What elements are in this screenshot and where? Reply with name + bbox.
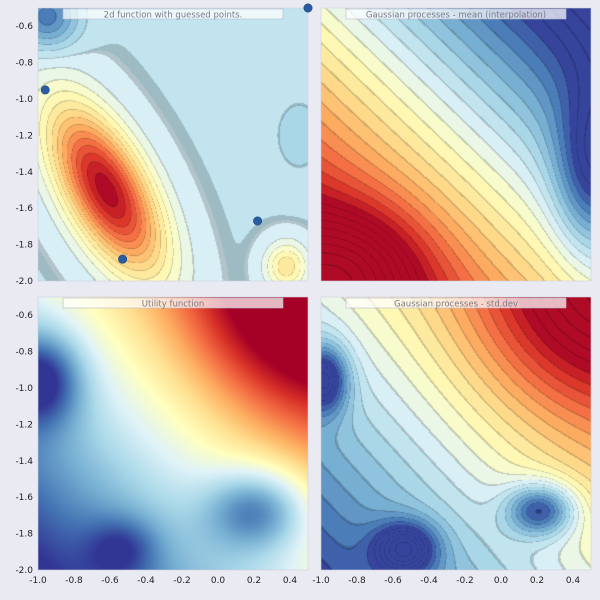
x-tick-label: 0.4 <box>283 576 298 586</box>
y-tick-label: -1.0 <box>15 95 33 105</box>
x-tick-label: -0.8 <box>65 576 83 586</box>
x-tick-label: -0.6 <box>101 576 119 586</box>
y-tick-label: -1.8 <box>15 530 33 540</box>
y-tick-label: -0.8 <box>15 59 33 69</box>
y-tick-label: -1.6 <box>15 493 33 503</box>
heatmap-field <box>321 297 591 570</box>
y-tick-label: -2.0 <box>15 566 33 576</box>
plot-area <box>37 7 309 282</box>
y-tick-label: -0.8 <box>15 348 33 358</box>
x-tick-label: 0.2 <box>530 576 544 586</box>
x-tick-label: -0.2 <box>456 576 474 586</box>
y-tick-label: -0.6 <box>15 22 33 32</box>
plot-area <box>320 296 592 571</box>
x-tick-label: -0.8 <box>348 576 366 586</box>
y-tick-label: -1.2 <box>15 131 33 141</box>
panel-title: Gaussian processes - std.dev <box>345 297 567 310</box>
y-tick-label: -1.0 <box>15 384 33 394</box>
y-tick-label: -1.6 <box>15 204 33 214</box>
heatmap-field <box>38 8 308 281</box>
panel-title-text: Utility function <box>142 300 204 310</box>
y-tick-label: -1.4 <box>15 168 33 178</box>
x-tick-label: -0.4 <box>420 576 438 586</box>
y-tick-label: -1.2 <box>15 420 33 430</box>
sample-point-2 <box>303 3 313 13</box>
chart-panel-3: Utility function -0.6 -0.8 -1.0 -1.2 -1.4 -1.6… <box>15 296 309 586</box>
x-tick-label: -0.6 <box>384 576 402 586</box>
x-tick-label: -0.4 <box>137 576 155 586</box>
x-tick-label: -1.0 <box>312 576 330 586</box>
y-tick-label: -1.4 <box>15 457 33 467</box>
y-tick-label: -2.0 <box>15 277 33 287</box>
panel-title-text: Gaussian processes - std.dev <box>394 300 518 310</box>
panel-title-box <box>345 297 567 309</box>
chart-panel-4: Gaussian processes - std.dev -1.0 -0.8 -0.6… <box>312 296 592 586</box>
plot-area <box>37 296 309 571</box>
x-tick-label: 0.0 <box>494 576 509 586</box>
x-tick-label: -1.0 <box>29 576 47 586</box>
panel-title: 2d function with guessed points. <box>62 8 284 21</box>
panel-title-box <box>345 8 567 20</box>
panel-title-box <box>62 297 284 309</box>
sample-point-1 <box>40 85 50 95</box>
chart-panel-1: 2d function with guessed points. -0.6 -0.8… <box>15 3 313 287</box>
plot-area <box>320 7 592 282</box>
panel-title: Utility function <box>62 297 284 310</box>
chart-panel-2: Gaussian processes - mean (interpolation… <box>320 7 592 282</box>
heatmap-field <box>321 8 591 281</box>
heatmap-field <box>38 297 308 570</box>
panel-title-text: 2d function with guessed points. <box>104 11 243 21</box>
x-tick-label: 0.0 <box>211 576 226 586</box>
x-tick-label: 0.2 <box>247 576 261 586</box>
sample-point-3 <box>253 216 263 226</box>
sample-point-4 <box>118 254 128 264</box>
panel-title: Gaussian processes - mean (interpolation… <box>345 8 567 21</box>
x-tick-label: 0.4 <box>566 576 581 586</box>
x-tick-label: -0.2 <box>173 576 191 586</box>
y-tick-label: -1.8 <box>15 241 33 251</box>
panel-title-box <box>62 8 284 20</box>
y-tick-label: -0.6 <box>15 311 33 321</box>
panel-title-text: Gaussian processes - mean (interpolation… <box>366 11 546 21</box>
